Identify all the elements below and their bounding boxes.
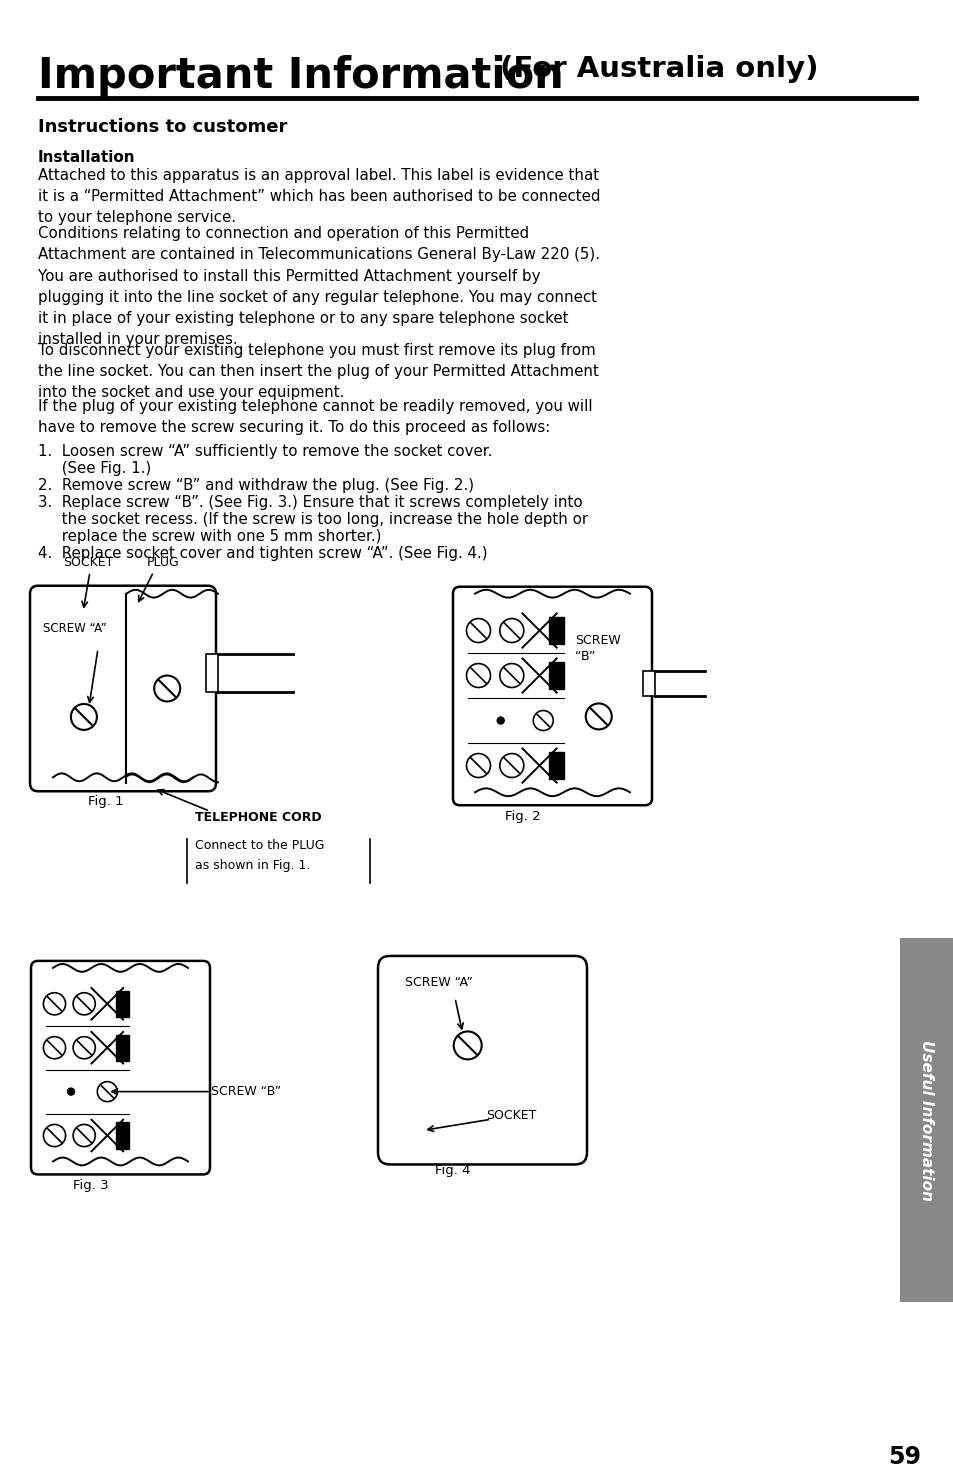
Circle shape bbox=[497, 717, 504, 724]
Text: replace the screw with one 5 mm shorter.): replace the screw with one 5 mm shorter.… bbox=[38, 530, 381, 544]
Text: Fig. 2: Fig. 2 bbox=[504, 810, 540, 823]
Text: the socket recess. (If the screw is too long, increase the hole depth or: the socket recess. (If the screw is too … bbox=[38, 512, 587, 527]
FancyBboxPatch shape bbox=[453, 587, 651, 805]
Text: 2.  Remove screw “B” and withdraw the plug. (See Fig. 2.): 2. Remove screw “B” and withdraw the plu… bbox=[38, 478, 474, 493]
Text: Attached to this apparatus is an approval label. This label is evidence that
it : Attached to this apparatus is an approva… bbox=[38, 168, 599, 224]
Text: Installation: Installation bbox=[38, 149, 135, 165]
Text: 1.  Loosen screw “A” sufficiently to remove the socket cover.: 1. Loosen screw “A” sufficiently to remo… bbox=[38, 444, 492, 459]
Bar bbox=[899, 938, 953, 1302]
FancyBboxPatch shape bbox=[30, 960, 210, 1174]
Text: TELEPHONE CORD: TELEPHONE CORD bbox=[194, 811, 321, 825]
Text: SOCKET: SOCKET bbox=[63, 556, 113, 569]
Text: SCREW “A”: SCREW “A” bbox=[405, 976, 473, 988]
Text: Fig. 1: Fig. 1 bbox=[88, 795, 124, 808]
Bar bbox=[548, 752, 563, 779]
FancyBboxPatch shape bbox=[377, 956, 586, 1164]
Text: Fig. 4: Fig. 4 bbox=[435, 1164, 470, 1177]
Text: SCREW
“B”: SCREW “B” bbox=[574, 634, 619, 662]
Text: as shown in Fig. 1.: as shown in Fig. 1. bbox=[194, 858, 310, 872]
Text: Fig. 3: Fig. 3 bbox=[73, 1180, 109, 1192]
Text: Instructions to customer: Instructions to customer bbox=[38, 118, 287, 136]
Circle shape bbox=[68, 1089, 74, 1094]
Bar bbox=[548, 617, 563, 645]
Bar bbox=[548, 662, 563, 689]
Bar bbox=[206, 655, 218, 692]
Text: To disconnect your existing telephone you must first remove its plug from
the li: To disconnect your existing telephone yo… bbox=[38, 344, 598, 400]
Text: (For Australia only): (For Australia only) bbox=[490, 55, 818, 83]
Text: SCREW “A”: SCREW “A” bbox=[43, 621, 107, 634]
Text: SOCKET: SOCKET bbox=[486, 1109, 536, 1122]
Text: SCREW “B”: SCREW “B” bbox=[211, 1086, 281, 1097]
Text: Conditions relating to connection and operation of this Permitted
Attachment are: Conditions relating to connection and op… bbox=[38, 226, 599, 261]
Text: (See Fig. 1.): (See Fig. 1.) bbox=[38, 462, 152, 476]
Text: Important Information: Important Information bbox=[38, 55, 563, 97]
Text: Useful Information: Useful Information bbox=[919, 1040, 934, 1201]
Text: 59: 59 bbox=[887, 1446, 920, 1469]
Text: Connect to the PLUG: Connect to the PLUG bbox=[194, 839, 324, 853]
Text: You are authorised to install this Permitted Attachment yourself by
plugging it : You are authorised to install this Permi… bbox=[38, 270, 597, 348]
FancyBboxPatch shape bbox=[30, 586, 215, 791]
Bar bbox=[115, 991, 129, 1016]
Bar bbox=[115, 1122, 129, 1149]
Text: 4.  Replace socket cover and tighten screw “A”. (See Fig. 4.): 4. Replace socket cover and tighten scre… bbox=[38, 546, 487, 560]
Bar bbox=[642, 671, 655, 696]
Text: PLUG: PLUG bbox=[146, 556, 179, 569]
Text: If the plug of your existing telephone cannot be readily removed, you will
have : If the plug of your existing telephone c… bbox=[38, 400, 592, 435]
Text: 3.  Replace screw “B”. (See Fig. 3.) Ensure that it screws completely into: 3. Replace screw “B”. (See Fig. 3.) Ensu… bbox=[38, 496, 582, 510]
Bar bbox=[115, 1034, 129, 1061]
